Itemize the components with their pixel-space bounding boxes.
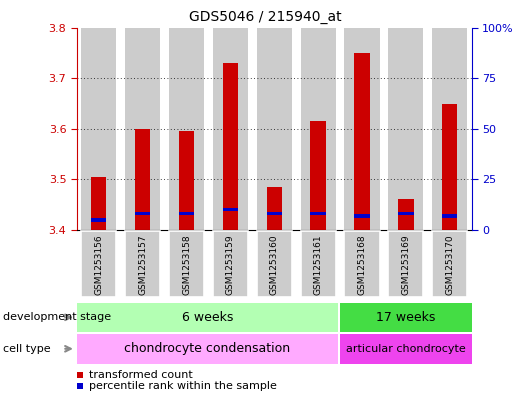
Text: GSM1253161: GSM1253161 [314,234,323,295]
Text: 17 weeks: 17 weeks [376,311,436,324]
Bar [135,129,151,230]
FancyBboxPatch shape [301,231,335,297]
Text: GDS5046 / 215940_at: GDS5046 / 215940_at [189,10,341,24]
Text: articular chondrocyte: articular chondrocyte [346,344,466,354]
Bar [257,28,292,230]
Bar [398,212,413,215]
FancyBboxPatch shape [125,231,160,297]
Bar [169,28,204,230]
Bar [223,63,238,230]
Text: GSM1253159: GSM1253159 [226,234,235,295]
Bar [267,212,282,215]
Bar [442,105,457,230]
Bar [398,198,413,230]
Text: transformed count: transformed count [89,370,192,380]
Bar [442,214,457,217]
Text: development stage: development stage [3,312,111,322]
FancyBboxPatch shape [340,303,472,332]
Text: GSM1253156: GSM1253156 [94,234,103,295]
Text: GSM1253157: GSM1253157 [138,234,147,295]
Bar [125,28,160,230]
Bar [179,212,194,215]
Text: GSM1253170: GSM1253170 [445,234,454,295]
FancyBboxPatch shape [169,231,204,297]
Text: GSM1253158: GSM1253158 [182,234,191,295]
Bar [267,187,282,230]
Bar [355,53,370,230]
Bar [311,121,326,230]
FancyBboxPatch shape [340,334,472,364]
Bar [81,28,117,230]
Bar [344,28,379,230]
FancyBboxPatch shape [388,231,423,297]
Text: GSM1253168: GSM1253168 [358,234,367,295]
Bar [388,28,423,230]
Bar [91,177,107,230]
FancyBboxPatch shape [77,334,338,364]
Text: 6 weeks: 6 weeks [182,311,233,324]
Bar [355,214,370,217]
FancyBboxPatch shape [77,303,338,332]
Bar [91,218,107,222]
Text: cell type: cell type [3,344,50,354]
Bar [135,212,151,215]
Bar [432,28,467,230]
Text: GSM1253160: GSM1253160 [270,234,279,295]
Bar [301,28,335,230]
Bar [311,212,326,215]
Text: GSM1253169: GSM1253169 [401,234,410,295]
Text: chondrocyte condensation: chondrocyte condensation [125,342,290,355]
Bar [213,28,248,230]
Text: percentile rank within the sample: percentile rank within the sample [89,381,276,391]
FancyBboxPatch shape [213,231,248,297]
Bar [223,208,238,211]
FancyBboxPatch shape [81,231,116,297]
FancyBboxPatch shape [344,231,379,297]
Bar [179,131,194,230]
FancyBboxPatch shape [257,231,292,297]
FancyBboxPatch shape [432,231,467,297]
